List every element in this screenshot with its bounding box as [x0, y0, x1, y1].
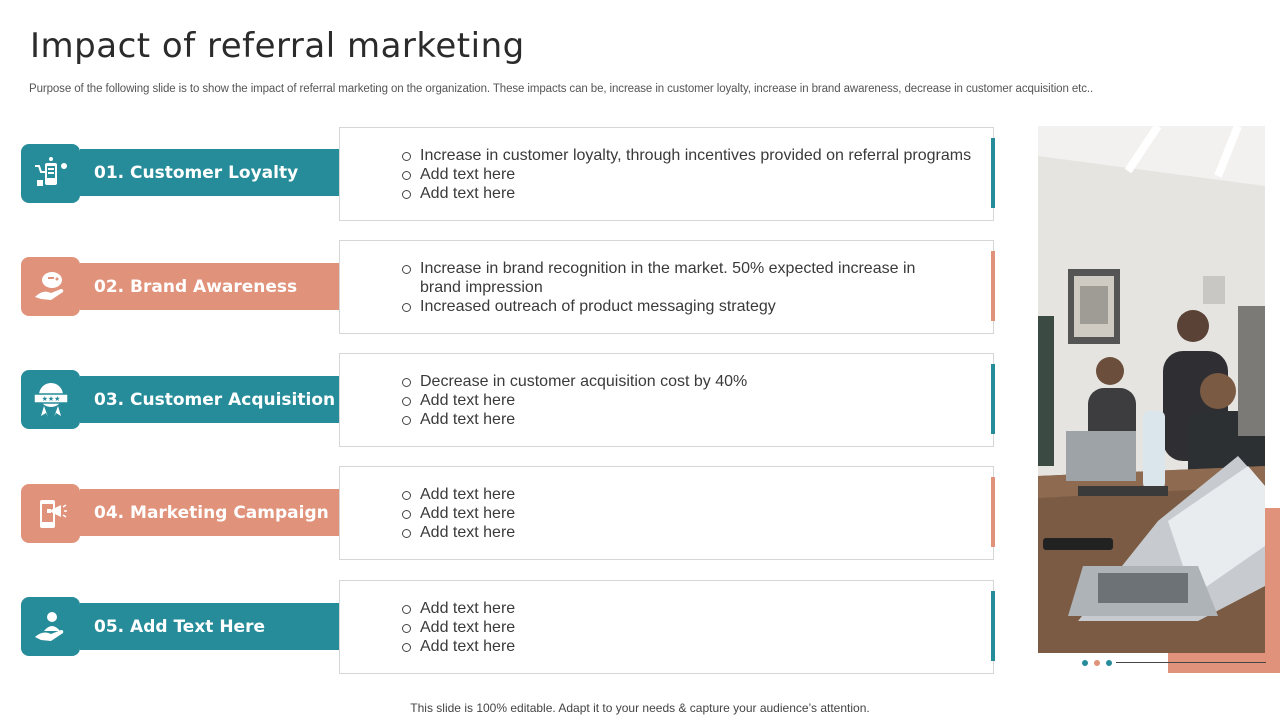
- impact-card-5: Add text here Add text here Add text her…: [339, 580, 995, 674]
- banner-brand-awareness: 02. Brand Awareness: [80, 263, 373, 310]
- shopping-loyalty-icon: [21, 144, 80, 203]
- bullet-item: Add text here: [400, 391, 975, 410]
- impact-row-4: 04. Marketing Campaign Add text here Add…: [0, 466, 1000, 560]
- card-accent-bar: [991, 477, 995, 547]
- bullet-item: Increase in customer loyalty, through in…: [400, 146, 975, 165]
- rating-badge-icon: ★★★: [21, 370, 80, 429]
- bullet-item: Add text here: [400, 523, 975, 542]
- banner-customer-acquisition: 03. Customer Acquisition: [80, 376, 373, 423]
- bullet-item: Add text here: [400, 618, 975, 637]
- banner-marketing-campaign: 04. Marketing Campaign: [80, 489, 373, 536]
- impact-card-1: Increase in customer loyalty, through in…: [339, 127, 995, 221]
- impact-card-4: Add text here Add text here Add text her…: [339, 466, 995, 560]
- banner-customer-loyalty: 01. Customer Loyalty: [80, 149, 373, 196]
- bullet-item: Add text here: [400, 410, 975, 429]
- bullet-item: Add text here: [400, 184, 975, 203]
- bullet-item: Add text here: [400, 504, 975, 523]
- dot: [1094, 660, 1100, 666]
- dot: [1106, 660, 1112, 666]
- phone-megaphone-icon: [21, 484, 80, 543]
- decorative-dots: [1082, 660, 1112, 666]
- footer-note: This slide is 100% editable. Adapt it to…: [410, 701, 870, 715]
- page-subtitle: Purpose of the following slide is to sho…: [29, 83, 1094, 95]
- banner-add-text-here: 05. Add Text Here: [80, 603, 373, 650]
- card-accent-bar: [991, 251, 995, 321]
- bullet-item: Add text here: [400, 599, 975, 618]
- card-accent-bar: [991, 591, 995, 661]
- bullet-item: Add text here: [400, 165, 975, 184]
- svg-text:★★★: ★★★: [41, 395, 60, 403]
- impact-card-2: Increase in brand recognition in the mar…: [339, 240, 995, 334]
- bullet-list: Add text here Add text here Add text her…: [400, 485, 975, 542]
- page-title: Impact of referral marketing: [30, 26, 525, 66]
- impact-row-3: ★★★ 03. Customer Acquisition Decrease in…: [0, 353, 1000, 447]
- bullet-list: Increase in customer loyalty, through in…: [400, 146, 975, 203]
- impact-row-2: 02. Brand Awareness Increase in brand re…: [0, 240, 1000, 334]
- impact-row-1: 01. Customer Loyalty Increase in custome…: [0, 127, 1000, 221]
- hand-piggy-icon: [21, 257, 80, 316]
- bullet-item: Increased outreach of product messaging …: [400, 297, 975, 316]
- bullet-item: Add text here: [400, 637, 975, 656]
- decorative-line: [1116, 662, 1266, 663]
- bullet-list: Decrease in customer acquisition cost by…: [400, 372, 975, 429]
- bullet-list: Increase in brand recognition in the mar…: [400, 259, 975, 316]
- bullet-list: Add text here Add text here Add text her…: [400, 599, 975, 656]
- card-accent-bar: [991, 138, 995, 208]
- bullet-item: Increase in brand recognition in the mar…: [400, 259, 920, 297]
- impact-row-5: 05. Add Text Here Add text here Add text…: [0, 580, 1000, 674]
- bullet-item: Decrease in customer acquisition cost by…: [400, 372, 975, 391]
- hand-person-icon: [21, 597, 80, 656]
- card-accent-bar: [991, 364, 995, 434]
- impact-card-3: Decrease in customer acquisition cost by…: [339, 353, 995, 447]
- dot: [1082, 660, 1088, 666]
- bullet-item: Add text here: [400, 485, 975, 504]
- team-meeting-photo: [1038, 126, 1265, 653]
